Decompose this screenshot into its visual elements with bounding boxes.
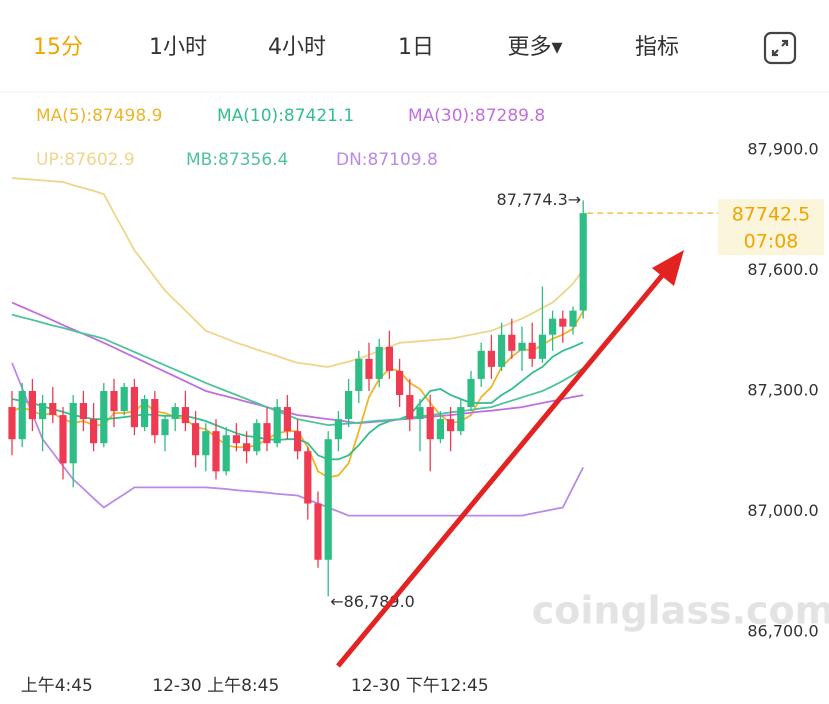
candle-body <box>467 378 475 408</box>
candle-body <box>538 334 546 359</box>
last-price-label: 87742.5 <box>732 204 811 226</box>
candle-body <box>161 419 169 436</box>
expand-icon[interactable] <box>763 31 797 65</box>
candle-body <box>304 451 312 504</box>
candle-body <box>375 346 383 379</box>
legend-entry: DN:87109.8 <box>336 150 438 170</box>
expand-arrows <box>771 39 789 57</box>
y-tick-label: 87,300.0 <box>747 380 818 399</box>
candle-body <box>406 394 414 420</box>
legend-entry: MA(10):87421.1 <box>217 106 354 126</box>
indicator-line <box>11 301 584 425</box>
candle-body <box>181 407 189 424</box>
candle-body <box>39 403 47 420</box>
candle-body <box>273 407 281 444</box>
candle-body <box>283 407 291 432</box>
candle-body <box>549 318 557 335</box>
candle-body <box>243 443 251 452</box>
candle-body <box>120 386 128 412</box>
countdown: 07:08 <box>744 231 799 253</box>
candle-body <box>28 390 36 420</box>
arrow-shaft <box>336 270 667 668</box>
tab[interactable]: 1小时 <box>149 35 207 60</box>
indicator-line <box>11 177 584 368</box>
candle-body <box>457 407 465 432</box>
candle-body <box>151 399 159 436</box>
low-annotation: ←86,789.0 <box>330 592 415 611</box>
candle-body <box>294 431 302 452</box>
tab[interactable]: 4小时 <box>268 35 326 60</box>
high-annotation: 87,774.3→ <box>497 190 582 209</box>
candle-body <box>59 415 67 464</box>
x-tick-label: 上午4:45 <box>21 676 93 696</box>
trend-arrow <box>336 250 684 668</box>
y-tick-label: 87,600.0 <box>747 260 818 279</box>
candle-body <box>253 423 261 452</box>
x-tick-label: 12-30 上午8:45 <box>152 676 279 696</box>
candle-body <box>447 419 455 432</box>
x-tick-label: 12-30 下午12:45 <box>351 676 489 696</box>
candle-body <box>416 407 424 420</box>
tab[interactable]: 更多▾ <box>507 35 562 60</box>
candle-body <box>365 358 373 379</box>
candle-body <box>18 390 26 440</box>
candle-body <box>171 407 179 420</box>
watermark: coinglass.com <box>532 589 829 633</box>
candle-body <box>355 358 363 391</box>
candle-body <box>100 390 108 444</box>
candle-body <box>559 318 567 327</box>
candle-body <box>345 390 353 420</box>
indicator-line <box>11 313 584 427</box>
legend-entry: MB:87356.4 <box>186 150 288 170</box>
candle-body <box>528 342 536 359</box>
tab[interactable]: 指标 <box>635 35 679 60</box>
candle-body <box>426 407 434 440</box>
candle-body <box>477 350 485 379</box>
candle-body <box>498 334 506 367</box>
candle-body <box>192 423 200 456</box>
candle-body <box>110 390 118 412</box>
candle-body <box>396 370 404 395</box>
overlay: 87,900.0 87,600.0 87,300.0 87,000.0 86,700.0… <box>21 106 824 696</box>
candle-body <box>508 334 516 351</box>
candle-body <box>232 435 240 444</box>
legend-entry: MA(5):87498.9 <box>36 106 162 126</box>
candle-body <box>324 439 332 560</box>
expand-frame <box>763 31 797 65</box>
candle-body <box>314 503 322 560</box>
candle-body <box>222 435 230 472</box>
candle-body <box>518 342 526 351</box>
candle-body <box>90 419 98 444</box>
candle-body <box>212 431 220 472</box>
candle-body <box>334 419 342 440</box>
candle-body <box>130 386 138 428</box>
tab[interactable]: 1日 <box>398 35 434 60</box>
y-tick-label: 86,700.0 <box>747 622 818 641</box>
indicator-line <box>11 362 585 517</box>
plot <box>8 177 587 597</box>
candle-body <box>263 423 271 444</box>
tab[interactable]: 15分 <box>33 35 83 60</box>
candle-body <box>69 403 77 464</box>
candle-body <box>385 346 393 371</box>
candle-body <box>202 431 210 456</box>
y-tick-label: 87,900.0 <box>747 139 818 158</box>
y-tick-label: 87,000.0 <box>747 501 818 520</box>
legend-entry: UP:87602.9 <box>36 150 135 170</box>
legend-entry: MA(30):87289.8 <box>408 106 545 126</box>
candle-body <box>579 213 587 311</box>
last-price-box <box>718 199 824 256</box>
candle-body <box>436 419 444 440</box>
candle-body <box>141 399 149 428</box>
arrow-head <box>652 250 684 286</box>
candle-body <box>49 403 57 416</box>
candle-body <box>487 350 495 367</box>
candle-body <box>569 310 577 327</box>
candle-body <box>79 403 87 420</box>
candle-body <box>8 407 16 440</box>
